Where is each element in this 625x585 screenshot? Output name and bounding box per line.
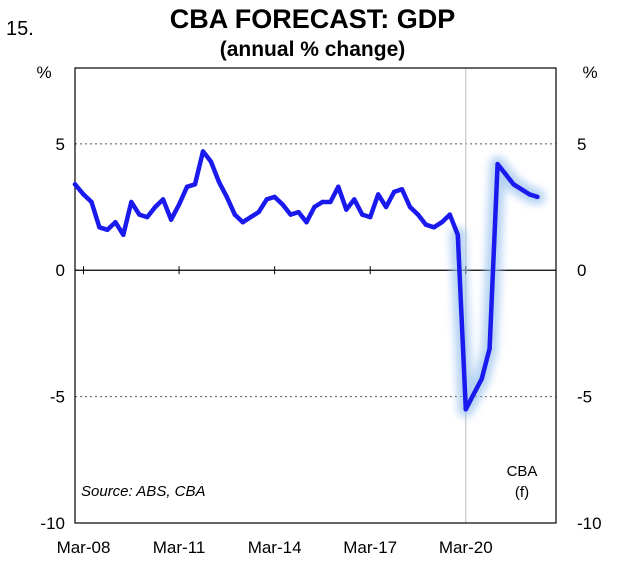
data-point [527,192,532,197]
data-point [184,184,190,189]
y-axis-label-right: % [582,63,597,82]
data-point [105,227,110,232]
data-point [503,172,508,177]
y-tick-label-right: -5 [577,388,592,407]
data-point [97,225,102,230]
data-point [495,161,500,167]
y-tick-label-right: 0 [577,261,586,280]
data-point [360,212,365,217]
data-point [168,217,174,222]
x-tick-label: Mar-17 [343,538,397,557]
data-point [423,222,429,227]
data-point [328,199,333,205]
data-point [113,220,118,225]
data-point [240,220,245,225]
y-tick-label-left: 5 [56,135,65,154]
data-point [208,159,214,164]
data-point [89,199,94,205]
data-point [439,220,445,225]
data-point [248,214,253,220]
chart-subtitle: (annual % change) [219,38,406,61]
data-point [511,182,516,187]
data-point [471,391,476,397]
data-point [296,209,301,215]
data-point [192,182,198,187]
data-point [431,225,437,230]
data-point [216,179,222,184]
data-point [280,202,285,207]
data-point [81,192,86,197]
data-point [121,232,126,237]
data-point [479,376,484,382]
data-point [200,149,206,154]
data-point [256,209,261,215]
chart-title: CBA FORECAST: GDP [169,4,456,34]
source-note: Source: ABS, CBA [81,483,206,500]
x-tick-label: Mar-20 [439,538,493,557]
x-tick-label: Mar-14 [248,538,302,557]
data-point [320,199,325,205]
data-point [312,204,317,210]
data-point [519,187,524,192]
forecast-label-line2: (f) [515,484,529,501]
data-point [535,194,540,200]
data-point [415,212,421,217]
data-point [383,204,389,210]
data-point [399,187,405,192]
data-point [455,232,460,237]
data-point [137,212,142,217]
data-point [153,204,158,210]
y-tick-label-left: -5 [50,388,65,407]
data-point [391,189,397,195]
data-point [407,204,413,210]
data-point [72,182,78,187]
data-point [352,197,357,202]
data-point [145,214,150,220]
data-point [463,407,468,412]
data-point [344,207,349,212]
data-point [368,214,373,220]
y-tick-label-right: 5 [577,135,586,154]
y-axis-label-left: % [36,63,51,82]
data-point [272,194,277,200]
data-point [304,220,309,225]
y-tick-label-left: 0 [56,261,65,280]
data-point [487,346,492,351]
data-point [264,197,269,202]
data-point [288,212,293,217]
x-tick-label: Mar-08 [57,538,111,557]
forecast-label-line1: CBA [507,463,538,480]
data-point [160,197,166,202]
plot-area-frame [74,67,557,524]
y-tick-label-right: -10 [577,514,602,533]
data-point [176,202,182,207]
data-point [447,212,452,217]
y-tick-label-left: -10 [40,514,65,533]
data-point [224,194,229,200]
x-tick-label: Mar-11 [153,538,206,557]
data-point [232,212,237,217]
figure-number: 15. [6,18,34,40]
data-point [336,184,341,189]
data-point [129,199,134,205]
data-point [376,192,381,197]
